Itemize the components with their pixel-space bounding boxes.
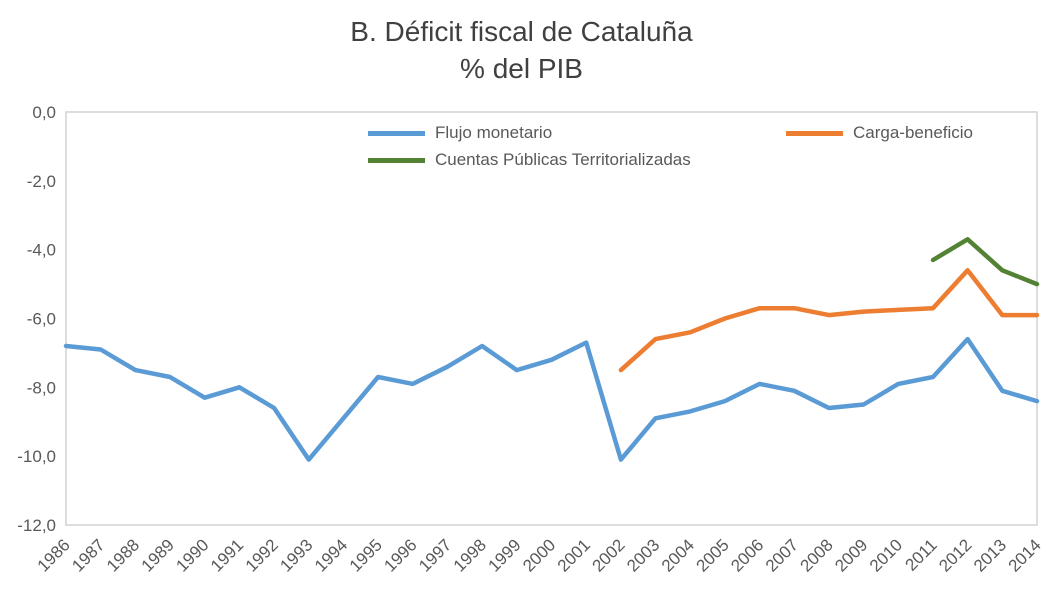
x-axis-label: 1997 (415, 535, 455, 575)
x-axis-label: 2010 (866, 535, 906, 575)
x-axis-label: 2008 (797, 535, 837, 575)
x-axis-label: 1999 (484, 535, 524, 575)
chart-subtitle: % del PIB (460, 52, 583, 84)
legend-swatch-cuentas-publicas (368, 157, 425, 163)
legend-swatch-flujo-monetario (368, 130, 425, 136)
x-axis-label: 1995 (346, 535, 386, 575)
x-axis-label: 1991 (207, 535, 247, 575)
y-axis-label: -4,0 (27, 241, 56, 260)
y-axis-label: -6,0 (27, 310, 56, 329)
x-axis-label: 1994 (311, 535, 351, 575)
x-axis-label: 2007 (762, 535, 802, 575)
y-axis-label: 0,0 (32, 103, 56, 122)
x-axis-label: 2005 (693, 535, 733, 575)
x-axis-label: 1992 (242, 535, 282, 575)
legend-label-cuentas-publicas: Cuentas Públicas Territorializadas (435, 150, 691, 169)
chart-title-block: B. Déficit fiscal de Cataluña % del PIB (0, 14, 1043, 88)
x-axis-label: 1993 (276, 535, 316, 575)
x-axis-label: 2001 (554, 535, 594, 575)
x-axis-label: 2000 (519, 535, 559, 575)
legend-swatch-carga-beneficio (786, 130, 843, 136)
x-axis-label: 2012 (935, 535, 975, 575)
x-axis-label: 2006 (727, 535, 767, 575)
legend-item-carga-beneficio: Carga-beneficio (786, 123, 973, 143)
legend-label-carga-beneficio: Carga-beneficio (853, 123, 974, 142)
x-axis-label: 2013 (970, 535, 1010, 575)
y-axis-label: -10,0 (17, 447, 56, 466)
series-line-flujo-monetario (63, 336, 1040, 462)
y-axis-label: -8,0 (27, 378, 56, 397)
x-axis-label: 1996 (380, 535, 420, 575)
legend-label-flujo-monetario: Flujo monetario (435, 123, 553, 142)
x-axis-label: 1987 (68, 535, 108, 575)
x-axis-label: 1986 (34, 535, 74, 575)
series-line-cuentas-p-blicas-territorializadas (930, 237, 1040, 287)
x-axis-label: 2004 (658, 535, 698, 575)
x-axis-label: 1988 (103, 535, 143, 575)
x-axis-label: 1998 (450, 535, 490, 575)
x-axis-label: 2009 (831, 535, 871, 575)
series-line-carga-beneficio (618, 268, 1040, 373)
x-axis-label: 1990 (172, 535, 212, 575)
chart-title: B. Déficit fiscal de Cataluña (350, 16, 693, 47)
x-axis-label: 2011 (902, 535, 941, 574)
legend-item-flujo-monetario: Flujo monetario (368, 123, 552, 143)
x-axis-label: 2014 (1005, 535, 1043, 575)
x-axis-label: 2003 (623, 535, 663, 575)
y-axis-label: -2,0 (27, 172, 56, 191)
plot-border (65, 111, 1038, 526)
y-axis-label: -12,0 (17, 516, 56, 535)
x-axis-label: 2002 (589, 535, 629, 575)
x-axis-label: 1989 (138, 535, 178, 575)
legend-item-cuentas-publicas: Cuentas Públicas Territorializadas (368, 150, 691, 170)
